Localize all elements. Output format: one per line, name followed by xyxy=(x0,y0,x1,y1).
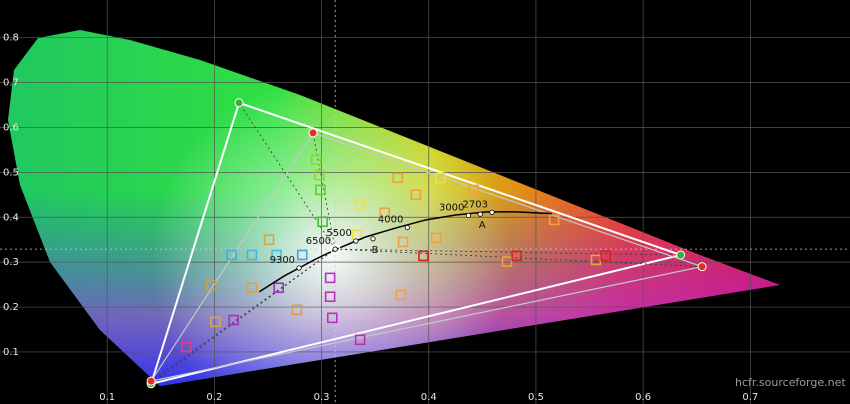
target-square xyxy=(468,184,480,196)
target-square xyxy=(228,314,239,326)
target-square xyxy=(379,207,391,219)
target-square xyxy=(354,199,366,210)
target-square xyxy=(392,172,403,184)
target-square xyxy=(273,282,284,294)
cct-point xyxy=(353,238,359,244)
primary-point xyxy=(697,262,707,272)
target-square xyxy=(418,250,429,262)
target-square xyxy=(397,236,409,248)
x-tick-label: 0.1 xyxy=(99,392,115,403)
y-tick-label: 0.2 xyxy=(3,302,19,313)
target-square xyxy=(324,291,336,303)
y-tick-label: 0.6 xyxy=(3,122,19,133)
y-tick-label: 0.4 xyxy=(3,212,19,223)
primary-point xyxy=(146,376,156,386)
target-square xyxy=(226,249,237,261)
target-square xyxy=(246,249,258,261)
target-square xyxy=(324,272,336,284)
x-tick-label: 0.7 xyxy=(742,392,758,403)
primary-point xyxy=(234,98,244,108)
target-square xyxy=(435,172,446,184)
cct-label: 9300 xyxy=(270,255,295,266)
cct-label: 5500 xyxy=(326,228,351,239)
cct-label: B xyxy=(372,245,379,256)
spectral-locus xyxy=(8,30,780,386)
target-square xyxy=(326,312,338,324)
target-square xyxy=(291,304,303,316)
x-tick-label: 0.4 xyxy=(421,392,437,403)
target-square xyxy=(410,189,422,201)
cct-label: 3000 xyxy=(439,202,464,213)
cct-point xyxy=(477,211,483,217)
target-square xyxy=(296,249,308,261)
target-square xyxy=(395,289,407,301)
primary-spoke xyxy=(238,102,336,250)
target-square xyxy=(600,250,611,262)
cct-label: A xyxy=(479,220,486,231)
target-square xyxy=(501,256,513,268)
cct-point xyxy=(465,212,472,219)
target-square xyxy=(181,341,192,353)
cct-point xyxy=(404,224,410,231)
x-tick-label: 0.3 xyxy=(314,392,330,403)
x-tick-label: 0.2 xyxy=(206,392,222,403)
target-square xyxy=(511,250,522,262)
primary-spoke xyxy=(335,248,703,268)
watermark: hcfr.sourceforge.net xyxy=(735,376,846,389)
cct-point xyxy=(370,236,376,242)
primary-point xyxy=(308,128,318,138)
cct-label: 2703 xyxy=(463,199,488,210)
target-square xyxy=(210,316,221,328)
gamut-triangle xyxy=(149,101,685,386)
target-square xyxy=(271,249,282,261)
target-square xyxy=(354,334,366,346)
cct-label: 4000 xyxy=(378,215,403,226)
cct-point xyxy=(489,209,495,215)
y-tick-label: 0.3 xyxy=(3,257,19,268)
y-tick-label: 0.8 xyxy=(3,33,19,44)
target-square xyxy=(205,279,217,291)
x-tick-label: 0.5 xyxy=(528,392,544,403)
target-square xyxy=(430,232,442,244)
target-square xyxy=(246,282,258,294)
cct-label: 6500 xyxy=(306,236,331,247)
cct-point xyxy=(296,265,302,271)
y-tick-label: 0.7 xyxy=(3,78,19,89)
y-tick-label: 0.5 xyxy=(3,167,19,178)
target-square xyxy=(548,214,560,226)
target-square xyxy=(317,216,328,228)
target-square xyxy=(310,154,322,166)
white-point xyxy=(329,243,341,255)
y-tick-label: 0.1 xyxy=(3,347,19,358)
cct-point xyxy=(332,246,338,252)
target-square xyxy=(263,234,275,246)
gamut-triangle xyxy=(149,132,705,382)
x-tick-label: 0.6 xyxy=(635,392,651,403)
target-square xyxy=(314,169,325,181)
target-square xyxy=(315,184,326,196)
primary-spoke xyxy=(150,248,336,385)
